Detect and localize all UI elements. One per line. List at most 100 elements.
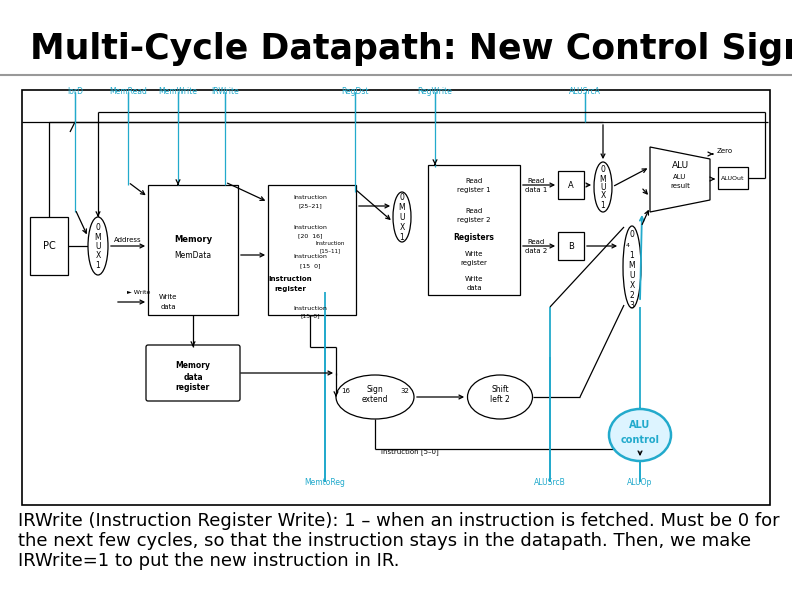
Text: 1: 1	[96, 261, 101, 269]
Text: IRWrite: IRWrite	[211, 87, 239, 96]
Text: 1: 1	[400, 233, 405, 242]
Text: [20  16]: [20 16]	[298, 234, 322, 239]
Text: U: U	[600, 182, 606, 192]
Text: ALU: ALU	[673, 174, 687, 180]
Text: Memory: Memory	[176, 362, 211, 370]
Ellipse shape	[594, 162, 612, 212]
Text: Address: Address	[114, 237, 142, 243]
Text: ALU: ALU	[630, 420, 650, 430]
Text: 0: 0	[600, 165, 605, 173]
Text: 3: 3	[630, 300, 634, 310]
Text: Instruction: Instruction	[293, 305, 327, 310]
Ellipse shape	[336, 375, 414, 419]
Bar	[428, 165, 520, 295]
Text: RegWrite: RegWrite	[417, 87, 452, 96]
Text: [25–21]: [25–21]	[298, 204, 322, 209]
Text: 0: 0	[399, 193, 405, 201]
Text: data: data	[466, 285, 482, 291]
Text: X: X	[399, 223, 405, 231]
Text: data 2: data 2	[525, 248, 547, 254]
Text: M: M	[398, 203, 406, 212]
Text: Read: Read	[466, 178, 482, 184]
Ellipse shape	[393, 192, 411, 242]
Text: Read: Read	[527, 178, 545, 184]
Text: Read: Read	[466, 208, 482, 214]
Text: M: M	[600, 174, 607, 184]
Text: register: register	[176, 384, 210, 392]
Text: Instruction [5–0]: Instruction [5–0]	[381, 449, 439, 455]
Text: Instruction: Instruction	[315, 241, 345, 245]
Ellipse shape	[88, 217, 108, 275]
Text: 4: 4	[626, 242, 630, 247]
Text: U: U	[399, 212, 405, 222]
Text: Memory: Memory	[174, 234, 212, 244]
Text: B: B	[568, 242, 574, 250]
Text: result: result	[670, 183, 690, 189]
Text: Instruction: Instruction	[268, 276, 312, 282]
Text: Sign: Sign	[367, 384, 383, 394]
Text: PC: PC	[43, 241, 55, 251]
Text: M: M	[629, 261, 635, 269]
Text: X: X	[630, 280, 634, 289]
Text: MemData: MemData	[174, 250, 211, 259]
Text: M: M	[95, 233, 101, 242]
Text: register: register	[274, 286, 306, 292]
Text: ALUSrcA: ALUSrcA	[569, 87, 601, 96]
Bar	[558, 171, 584, 199]
Text: [15  0]: [15 0]	[299, 264, 320, 269]
Text: X: X	[600, 190, 606, 200]
Text: ALUOut: ALUOut	[722, 176, 744, 181]
Bar	[268, 185, 356, 315]
Text: IRWrite=1 to put the new instruction in IR.: IRWrite=1 to put the new instruction in …	[18, 552, 399, 570]
Text: data 1: data 1	[525, 187, 547, 193]
Text: Instruction: Instruction	[293, 255, 327, 259]
Text: Write: Write	[159, 294, 177, 300]
Text: 32: 32	[401, 388, 409, 394]
Ellipse shape	[467, 375, 532, 419]
Text: register: register	[461, 260, 487, 266]
Text: [15–11]: [15–11]	[319, 248, 341, 253]
Text: data: data	[183, 373, 203, 381]
Text: register 2: register 2	[457, 217, 491, 223]
Text: IRWrite (Instruction Register Write): 1 – when an instruction is fetched. Must b: IRWrite (Instruction Register Write): 1 …	[18, 512, 779, 530]
Text: control: control	[620, 435, 660, 445]
Text: ALUSrcB: ALUSrcB	[534, 478, 565, 487]
Text: Write: Write	[465, 276, 483, 282]
Text: RegDst: RegDst	[341, 87, 369, 96]
Text: MemRead: MemRead	[109, 87, 147, 96]
Text: Write: Write	[465, 251, 483, 257]
Text: MemtoReg: MemtoReg	[305, 478, 345, 487]
Text: 0: 0	[96, 223, 101, 231]
Text: left 2: left 2	[490, 395, 510, 403]
Text: 2: 2	[630, 291, 634, 299]
Text: X: X	[95, 250, 101, 259]
Bar	[558, 232, 584, 260]
Text: ► Write: ► Write	[127, 289, 150, 294]
Text: ALUOp: ALUOp	[627, 478, 653, 487]
Text: U: U	[95, 242, 101, 250]
Text: Zero: Zero	[717, 148, 733, 154]
Text: U: U	[630, 271, 634, 280]
Bar	[30, 217, 68, 275]
Text: 16: 16	[341, 388, 351, 394]
Text: ALU: ALU	[672, 160, 688, 170]
Bar	[148, 185, 238, 315]
Ellipse shape	[623, 226, 641, 308]
Text: 1: 1	[600, 201, 605, 209]
Bar	[718, 167, 748, 189]
Text: Multi-Cycle Datapath: New Control Signals: Multi-Cycle Datapath: New Control Signal…	[30, 32, 792, 66]
Ellipse shape	[609, 409, 671, 461]
Text: the next few cycles, so that the instruction stays in the datapath. Then, we mak: the next few cycles, so that the instruc…	[18, 532, 751, 550]
Text: Registers: Registers	[454, 233, 494, 242]
Text: A: A	[568, 181, 574, 190]
Text: Read: Read	[527, 239, 545, 245]
Text: 0: 0	[630, 230, 634, 239]
Text: extend: extend	[362, 395, 388, 403]
Text: data: data	[160, 304, 176, 310]
Polygon shape	[650, 147, 710, 212]
FancyBboxPatch shape	[146, 345, 240, 401]
Text: Shift: Shift	[491, 384, 508, 394]
Text: [15–0]: [15–0]	[300, 313, 320, 318]
Text: 1: 1	[630, 250, 634, 259]
Text: register 1: register 1	[457, 187, 491, 193]
